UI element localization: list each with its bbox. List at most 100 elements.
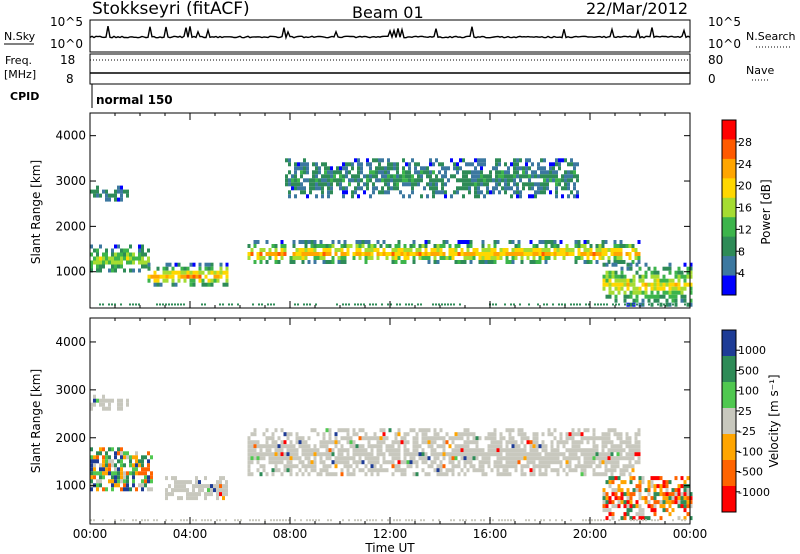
ground-scatter-cell [627,303,629,306]
data-cell [465,182,468,187]
data-cell [210,484,213,489]
data-cell [523,248,527,252]
data-cell [117,483,120,488]
data-cell [358,448,362,453]
data-cell [90,467,93,472]
data-cell [274,248,278,252]
data-cell [525,182,528,187]
data-cell [686,512,690,517]
data-cell [90,475,93,480]
data-cell [253,448,257,453]
data-cell [325,248,329,252]
data-cell [463,252,467,256]
data-cell [523,252,527,256]
data-cell [132,455,135,460]
data-cell [364,432,368,437]
data-cell [439,464,443,469]
data-cell [265,428,269,433]
data-cell [481,456,485,461]
data-cell [307,448,311,453]
data-cell [192,496,195,501]
data-cell [117,406,120,411]
data-cell [391,248,395,252]
data-cell [586,428,590,433]
data-cell [528,178,531,183]
data-cell [361,240,365,244]
ground-scatter-cell [612,303,614,306]
data-cell [540,186,543,191]
data-cell [610,248,614,252]
data-cell [686,476,690,481]
data-cell [526,436,530,441]
data-cell [216,496,219,501]
data-cell [288,162,291,167]
data-cell [495,174,498,179]
data-cell [387,186,390,191]
data-cell [427,252,431,256]
colorbar-swatch [722,197,736,218]
data-cell [656,286,660,291]
ground-scatter-cell [603,303,605,306]
data-cell [427,472,431,477]
data-cell [544,240,548,244]
data-cell [351,166,354,171]
data-cell [307,252,311,256]
data-cell [456,162,459,167]
data-cell [653,294,657,299]
data-cell [680,496,684,501]
data-cell [429,178,432,183]
data-cell [108,471,111,476]
data-cell [424,240,428,244]
data-cell [292,456,296,461]
data-cell [514,440,518,445]
data-cell [319,252,323,256]
data-cell [516,158,519,163]
data-cell [346,448,350,453]
data-cell [319,256,323,260]
data-cell [532,244,536,248]
data-cell [583,456,587,461]
ground-scatter-cell [504,303,506,306]
data-cell [613,456,617,461]
data-cell [271,468,275,473]
data-cell [403,436,407,441]
data-cell [671,278,675,283]
data-cell [387,174,390,179]
data-cell [105,406,108,411]
data-cell [361,444,365,449]
data-cell [280,252,284,256]
data-cell [505,452,509,457]
ground-scatter-cell [357,519,359,522]
data-cell [623,480,627,485]
data-cell [198,492,201,497]
data-cell [534,174,537,179]
data-cell [558,162,561,167]
data-cell [493,252,497,256]
data-cell [595,448,599,453]
data-cell [165,270,169,275]
data-cell [331,472,335,477]
data-cell [483,178,486,183]
data-cell [466,248,470,252]
data-cell [650,476,654,481]
data-cell [361,428,365,433]
ground-scatter-cell [174,303,176,306]
data-cell [529,440,533,445]
data-cell [394,244,398,248]
data-cell [400,252,404,256]
data-cell [394,248,398,252]
data-cell [313,468,317,473]
data-cell [544,252,548,256]
data-cell [637,452,641,457]
data-cell [105,252,108,257]
data-cell [619,248,623,252]
data-cell [562,248,566,252]
data-cell [322,252,326,256]
data-cell [568,252,572,256]
data-cell [102,264,105,269]
data-cell [616,260,620,264]
data-cell [391,460,395,465]
data-cell [634,256,638,260]
data-cell [493,260,497,264]
ground-scatter-cell [183,303,185,306]
